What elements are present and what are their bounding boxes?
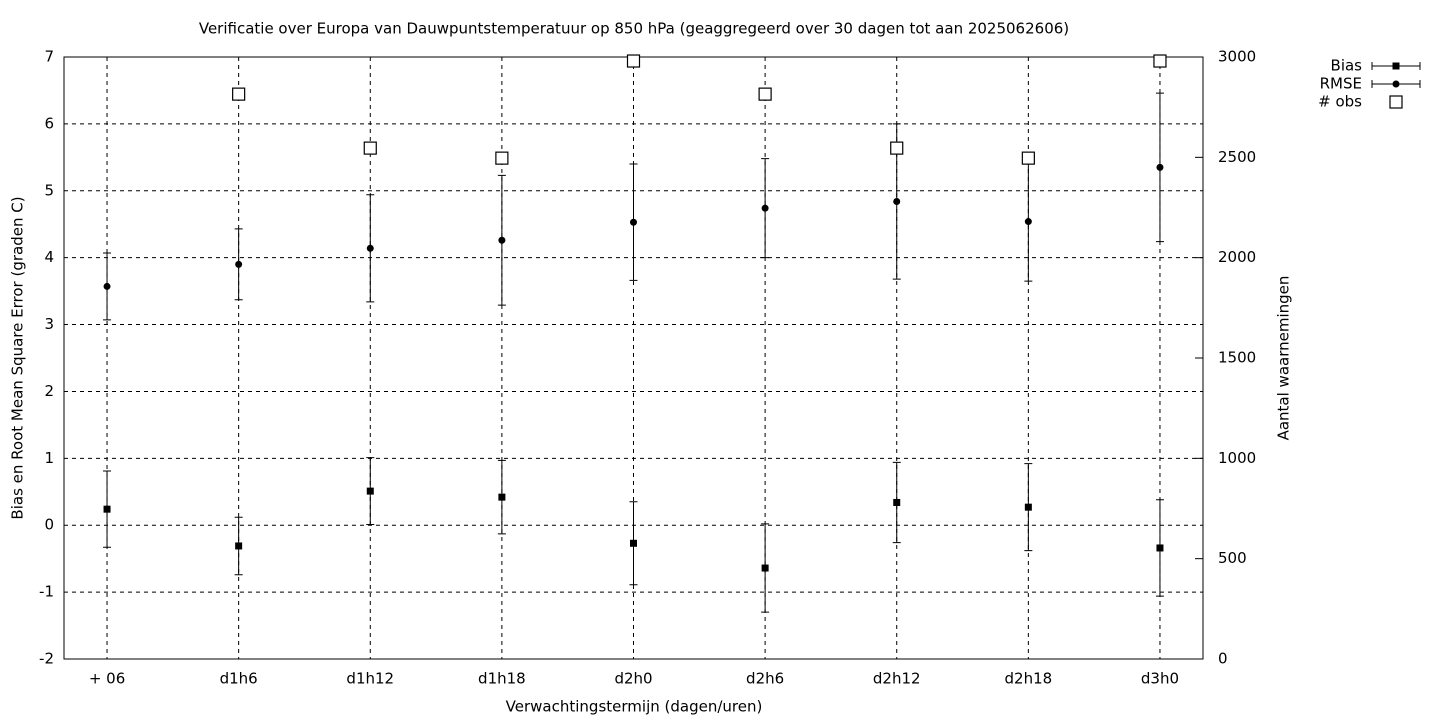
legend-label: RMSE (1320, 75, 1362, 93)
y-tick-label: 3 (44, 315, 54, 333)
y-tick-label: -2 (39, 650, 54, 668)
y-tick-label: 7 (44, 48, 54, 66)
y2-tick-label: 1000 (1218, 449, 1256, 467)
y2-tick-label: 2500 (1218, 148, 1256, 166)
legend-label: Bias (1331, 57, 1363, 75)
y-tick-label: 4 (44, 248, 54, 266)
legend-marker (1389, 95, 1403, 109)
data-point (103, 505, 111, 513)
legend-label: # obs (1318, 93, 1362, 111)
x-tick-label: d2h12 (873, 670, 921, 688)
y2-tick-label: 500 (1218, 549, 1247, 567)
x-tick-label: d2h0 (614, 670, 652, 688)
data-point (1156, 544, 1164, 552)
data-point (366, 487, 374, 495)
data-point (1024, 503, 1032, 511)
data-point (235, 260, 243, 268)
data-point (893, 498, 901, 506)
y2-axis-label: Aantal waarnemingen (1275, 276, 1293, 441)
data-point (761, 204, 769, 212)
data-point (758, 87, 772, 101)
x-axis-label: Verwachtingstermijn (dagen/uren) (506, 698, 763, 716)
x-tick-label: d1h18 (478, 670, 526, 688)
x-tick-label: d2h18 (1005, 670, 1053, 688)
data-point (626, 54, 641, 68)
y2-tick-label: 3000 (1218, 48, 1256, 66)
data-point (235, 542, 243, 550)
x-tick-label: d2h6 (746, 670, 784, 688)
x-tick-label: d1h6 (220, 670, 258, 688)
data-point (363, 141, 377, 155)
y-tick-label: 1 (44, 449, 54, 467)
data-point (1021, 151, 1035, 165)
data-point (495, 151, 509, 165)
y2-tick-label: 2000 (1218, 248, 1256, 266)
x-tick-label: d3h0 (1141, 670, 1179, 688)
data-point (103, 282, 111, 290)
data-point (366, 244, 374, 252)
data-point (232, 87, 246, 101)
chart-title: Verificatie over Europa van Dauwpuntstem… (199, 20, 1069, 38)
legend-marker (1392, 80, 1400, 88)
y-tick-label: 5 (44, 181, 54, 199)
legend-marker (1392, 62, 1400, 70)
data-point (1156, 163, 1164, 171)
data-point (498, 493, 506, 501)
y-tick-label: 0 (44, 516, 54, 534)
y2-tick-label: 0 (1218, 650, 1228, 668)
data-point (1024, 218, 1032, 226)
data-point (761, 564, 769, 572)
y-tick-label: 2 (44, 382, 54, 400)
y-axis-label: Bias en Root Mean Square Error (graden C… (9, 196, 27, 519)
data-point (890, 141, 904, 155)
data-point (630, 539, 637, 547)
y-tick-label: -1 (39, 583, 54, 601)
y-tick-label: 6 (44, 114, 54, 132)
data-point (498, 236, 506, 244)
x-tick-label: + 06 (89, 670, 125, 688)
y2-tick-label: 1500 (1218, 349, 1256, 367)
x-tick-label: d1h12 (346, 670, 394, 688)
data-point (630, 218, 637, 226)
data-point (1153, 54, 1167, 68)
data-point (893, 197, 901, 205)
